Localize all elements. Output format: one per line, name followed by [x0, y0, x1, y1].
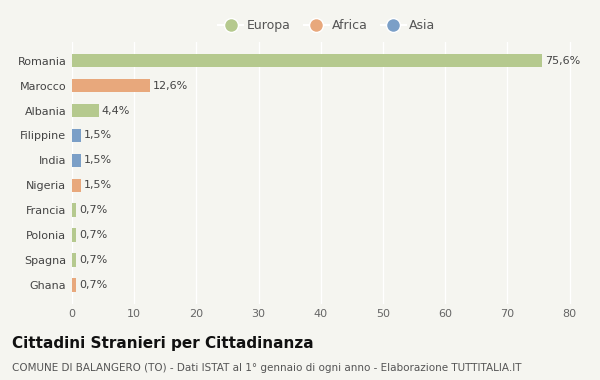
Text: 0,7%: 0,7% — [79, 255, 107, 265]
Text: Cittadini Stranieri per Cittadinanza: Cittadini Stranieri per Cittadinanza — [12, 336, 314, 351]
Bar — [72, 128, 82, 142]
Text: 12,6%: 12,6% — [153, 81, 188, 90]
Legend: Europa, Africa, Asia: Europa, Africa, Asia — [214, 14, 440, 37]
Text: 0,7%: 0,7% — [79, 230, 107, 240]
Bar — [72, 203, 76, 217]
Text: 75,6%: 75,6% — [545, 55, 580, 66]
Text: 4,4%: 4,4% — [102, 106, 130, 116]
Bar — [72, 154, 82, 167]
Bar — [72, 279, 76, 292]
Bar — [72, 79, 151, 92]
Text: 1,5%: 1,5% — [84, 155, 112, 165]
Bar — [72, 54, 542, 67]
Text: 0,7%: 0,7% — [79, 205, 107, 215]
Bar — [72, 104, 100, 117]
Bar — [72, 179, 82, 192]
Text: 1,5%: 1,5% — [84, 130, 112, 141]
Text: 1,5%: 1,5% — [84, 180, 112, 190]
Bar — [72, 253, 76, 267]
Bar — [72, 228, 76, 242]
Text: 0,7%: 0,7% — [79, 280, 107, 290]
Text: COMUNE DI BALANGERO (TO) - Dati ISTAT al 1° gennaio di ogni anno - Elaborazione : COMUNE DI BALANGERO (TO) - Dati ISTAT al… — [12, 363, 521, 373]
